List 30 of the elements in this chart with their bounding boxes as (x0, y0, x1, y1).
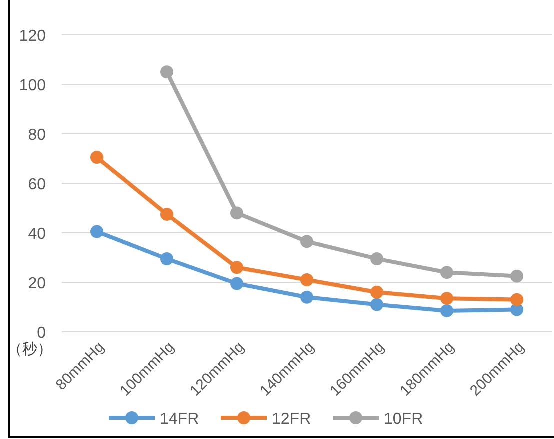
legend-label: 12FR (272, 411, 312, 428)
point (370, 286, 384, 299)
point (300, 290, 314, 304)
point (230, 277, 244, 290)
point (160, 252, 174, 266)
y-tick-label: 80 (28, 127, 46, 144)
point (230, 261, 244, 274)
point (90, 151, 104, 164)
point (510, 293, 524, 306)
y-tick-label: 40 (28, 226, 46, 243)
legend-label: 10FR (384, 411, 424, 428)
point (90, 225, 104, 238)
y-tick-label: 120 (19, 28, 46, 45)
point (230, 206, 244, 220)
point (440, 266, 454, 280)
point (510, 270, 524, 283)
legend-label: 14FR (160, 411, 200, 428)
point (370, 252, 384, 266)
y-tick-label: 20 (28, 276, 46, 292)
y-tick-label: 100 (19, 78, 46, 94)
point (440, 304, 454, 318)
point (370, 298, 384, 312)
y-axis-title: （秒） (8, 341, 52, 358)
point (300, 274, 314, 287)
point (440, 292, 454, 306)
point (160, 66, 174, 79)
point (160, 208, 174, 221)
y-tick-label: 0 (37, 325, 46, 342)
y-tick-label: 60 (28, 176, 46, 194)
point (300, 235, 314, 248)
